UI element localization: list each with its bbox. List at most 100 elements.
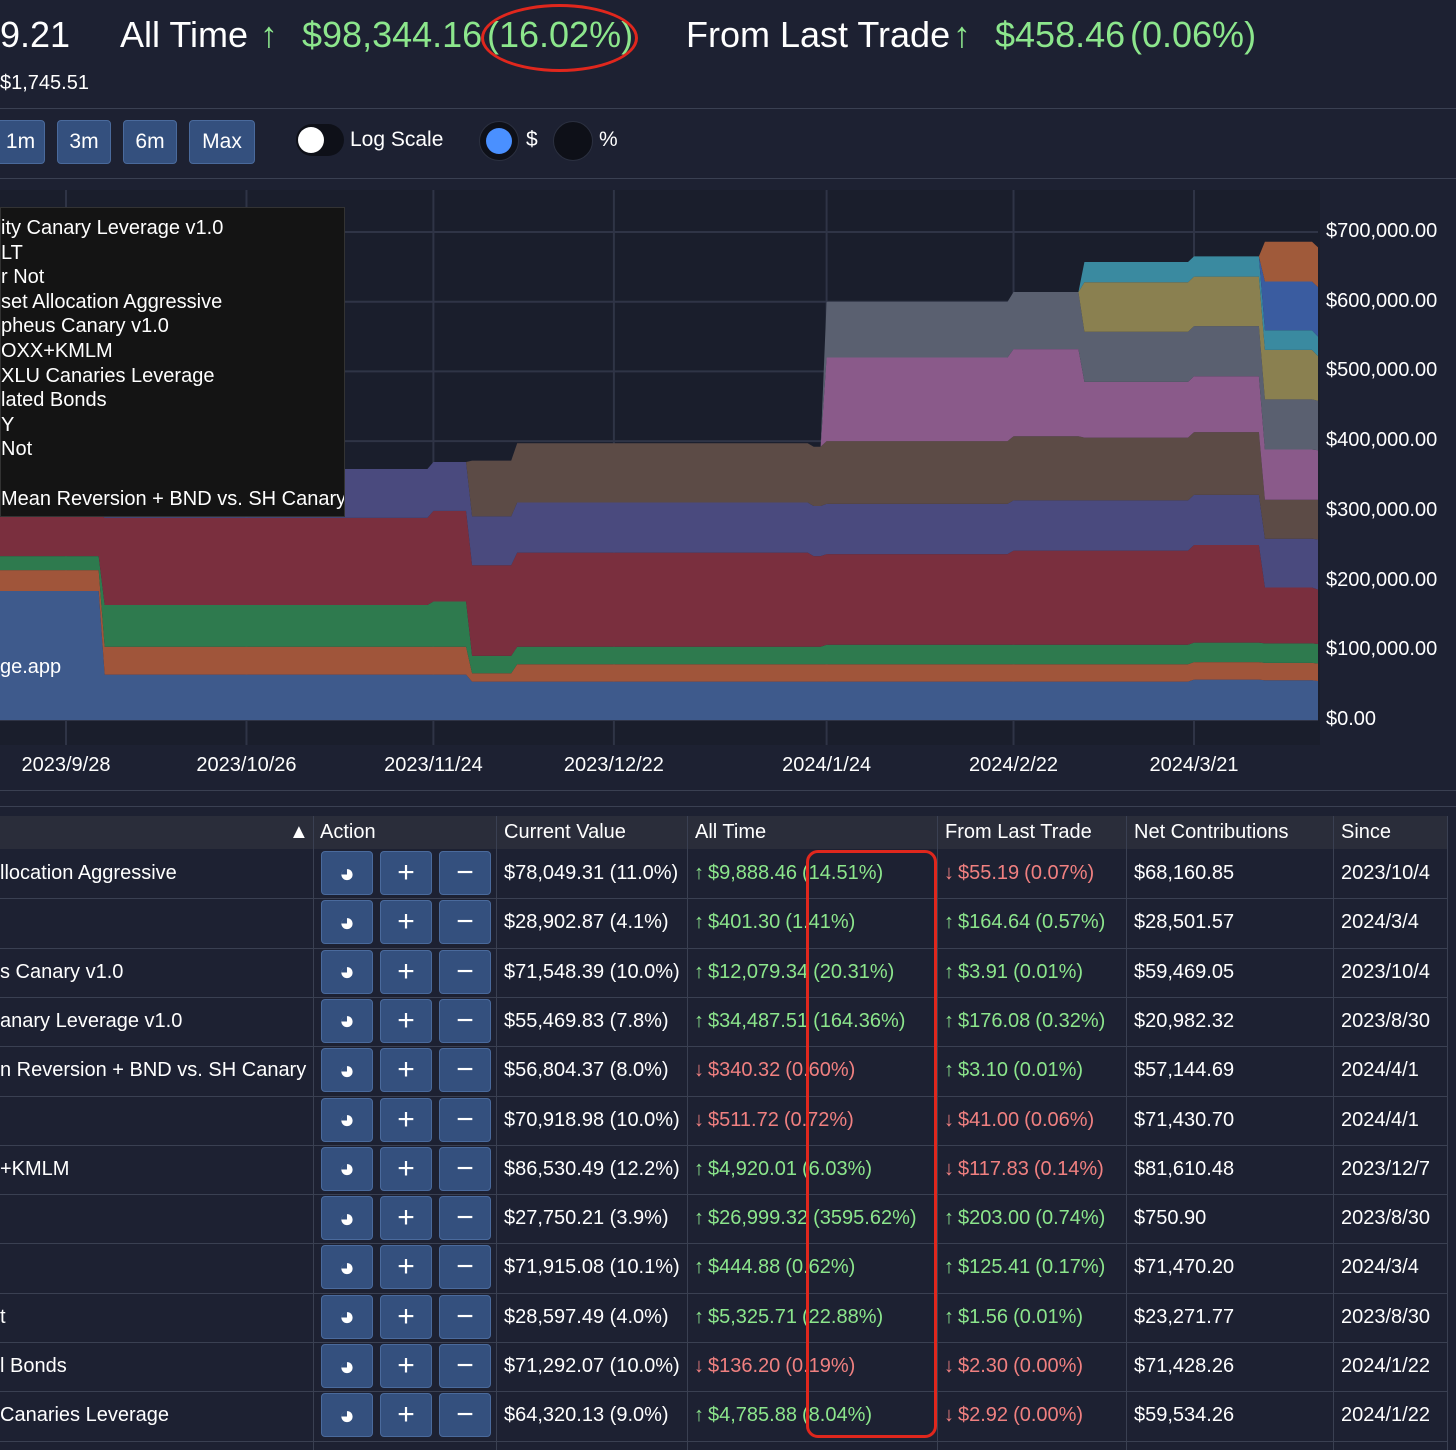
plus-button[interactable]: + xyxy=(380,1196,432,1241)
all-time-amount: $4,920.01 xyxy=(708,1157,797,1180)
legend-item: pheus Canary v1.0 xyxy=(1,315,169,338)
net-contributions: $750.90 xyxy=(1134,1207,1207,1230)
minus-button[interactable]: − xyxy=(439,949,491,994)
range-3m-button[interactable]: 3m xyxy=(57,120,111,164)
up-arrow-icon: ↑ xyxy=(944,1009,954,1032)
plus-button[interactable]: + xyxy=(380,1344,432,1388)
pie-chart-button[interactable]: ◕ xyxy=(321,1196,373,1241)
minus-button[interactable]: − xyxy=(439,851,491,895)
minus-icon: − xyxy=(456,1102,474,1136)
header-net-contributions[interactable]: Net Contributions xyxy=(1134,821,1289,843)
all-time-percent: (0.60%) xyxy=(785,1059,856,1082)
all-time-change: ↑ $12,079.34 (20.31%) xyxy=(694,948,894,997)
all-time-percent: (3595.62%) xyxy=(813,1207,917,1230)
watermark: ge.app xyxy=(0,656,62,678)
pie-chart-icon: ◕ xyxy=(339,906,355,937)
toggle-knob xyxy=(298,127,324,153)
legend-item: lated Bonds xyxy=(1,389,107,412)
pie-chart-button[interactable]: ◕ xyxy=(321,1146,373,1191)
all-time-percent: (0.19%) xyxy=(785,1355,856,1377)
pie-chart-button[interactable]: ◕ xyxy=(321,1245,373,1290)
all-time-amount: $34,487.51 xyxy=(708,1009,809,1032)
chart-legend-tooltip: ity Canary Leverage v1.0 LT r Not set Alloc… xyxy=(0,207,345,517)
minus-button[interactable]: − xyxy=(439,1097,491,1142)
pie-chart-icon: ◕ xyxy=(339,1301,355,1332)
range-6m-button[interactable]: 6m xyxy=(123,120,177,164)
last-trade-amount: $164.64 xyxy=(958,911,1031,934)
minus-button[interactable]: − xyxy=(439,1196,491,1241)
y-tick-label: $200,000.00 xyxy=(1326,568,1438,591)
up-arrow-icon: ↑ xyxy=(694,911,704,934)
plus-button[interactable]: + xyxy=(380,1294,432,1339)
dollar-radio[interactable] xyxy=(479,121,519,161)
y-tick-label: $0.00 xyxy=(1326,708,1377,730)
pie-chart-button[interactable]: ◕ xyxy=(321,851,373,895)
plus-button[interactable]: + xyxy=(380,1048,432,1093)
last-trade-percent: (0.06%) xyxy=(1130,14,1257,55)
plus-button[interactable]: + xyxy=(380,851,432,895)
range-1m-button[interactable]: 1m xyxy=(0,120,45,164)
up-arrow-icon: ↑ xyxy=(944,911,954,934)
y-tick-label: $300,000.00 xyxy=(1326,498,1438,521)
up-arrow-icon: ↑ xyxy=(944,960,954,983)
last-trade-percent: (0.00%) xyxy=(1013,1404,1084,1427)
plus-button[interactable]: + xyxy=(380,1393,432,1438)
minus-button[interactable]: − xyxy=(439,1393,491,1438)
strategy-name: +KMLM xyxy=(0,1157,70,1180)
all-time-amount: $511.72 xyxy=(708,1108,779,1131)
column-divider xyxy=(313,816,314,1450)
pie-chart-button[interactable]: ◕ xyxy=(321,1393,373,1438)
header-all-time[interactable]: All Time xyxy=(695,821,767,843)
strategy-name: l Bonds xyxy=(0,1355,67,1377)
last-trade-percent: (0.14%) xyxy=(1033,1157,1104,1180)
plus-button[interactable]: + xyxy=(380,1245,432,1290)
minus-button[interactable]: − xyxy=(439,1344,491,1388)
minus-button[interactable]: − xyxy=(439,1245,491,1290)
x-tick-label: 2024/3/21 xyxy=(1149,754,1239,776)
last-trade-change: ↓ $2.92 (0.00%) xyxy=(944,1391,1083,1440)
since-date: 2024/1/22 xyxy=(1341,1355,1430,1377)
pie-chart-button[interactable]: ◕ xyxy=(321,1048,373,1093)
since-date: 2024/4/1 xyxy=(1341,1059,1419,1082)
pie-chart-button[interactable]: ◕ xyxy=(321,1294,373,1339)
plus-button[interactable]: + xyxy=(380,900,432,945)
area-series-6 xyxy=(0,349,1318,500)
minus-button[interactable]: − xyxy=(439,998,491,1043)
plus-button[interactable]: + xyxy=(380,998,432,1043)
plus-button[interactable]: + xyxy=(380,1097,432,1142)
since-date: 2024/3/4 xyxy=(1341,911,1419,934)
plus-icon: + xyxy=(397,1102,415,1136)
column-divider xyxy=(687,816,688,1450)
net-contributions: $71,470.20 xyxy=(1134,1256,1235,1279)
minus-button[interactable]: − xyxy=(439,1048,491,1093)
pie-chart-icon: ◕ xyxy=(339,1054,355,1085)
pie-chart-button[interactable]: ◕ xyxy=(321,1097,373,1142)
plus-icon: + xyxy=(397,1349,415,1382)
plus-button[interactable]: + xyxy=(380,1146,432,1191)
pie-chart-button[interactable]: ◕ xyxy=(321,900,373,945)
log-scale-toggle[interactable] xyxy=(296,124,344,156)
pie-chart-icon: ◕ xyxy=(339,1153,355,1184)
header-from-last-trade[interactable]: From Last Trade xyxy=(945,821,1092,843)
annotation-circle xyxy=(481,4,638,72)
last-trade-label: From Last Trade xyxy=(686,14,951,55)
percent-radio[interactable] xyxy=(553,121,593,161)
plus-button[interactable]: + xyxy=(380,949,432,994)
minus-button[interactable]: − xyxy=(439,1146,491,1191)
minus-icon: − xyxy=(456,1003,474,1037)
range-max-button[interactable]: Max xyxy=(189,120,255,164)
sort-indicator-icon[interactable]: ▲ xyxy=(289,821,309,843)
all-time-change: ↑ $9,888.46 (14.51%) xyxy=(694,849,883,898)
net-contributions: $23,271.77 xyxy=(1134,1305,1235,1328)
header-current-value[interactable]: Current Value xyxy=(504,821,626,843)
minus-button[interactable]: − xyxy=(439,900,491,945)
y-tick-label: $600,000.00 xyxy=(1326,289,1438,312)
current-value: $71,292.07 (10.0%) xyxy=(504,1355,680,1377)
pie-chart-button[interactable]: ◕ xyxy=(321,949,373,994)
header-since[interactable]: Since xyxy=(1341,821,1392,843)
pie-chart-button[interactable]: ◕ xyxy=(321,998,373,1043)
pie-chart-button[interactable]: ◕ xyxy=(321,1344,373,1388)
y-tick-label: $400,000.00 xyxy=(1326,429,1438,452)
pie-chart-icon: ◕ xyxy=(339,1350,355,1381)
minus-button[interactable]: − xyxy=(439,1294,491,1339)
